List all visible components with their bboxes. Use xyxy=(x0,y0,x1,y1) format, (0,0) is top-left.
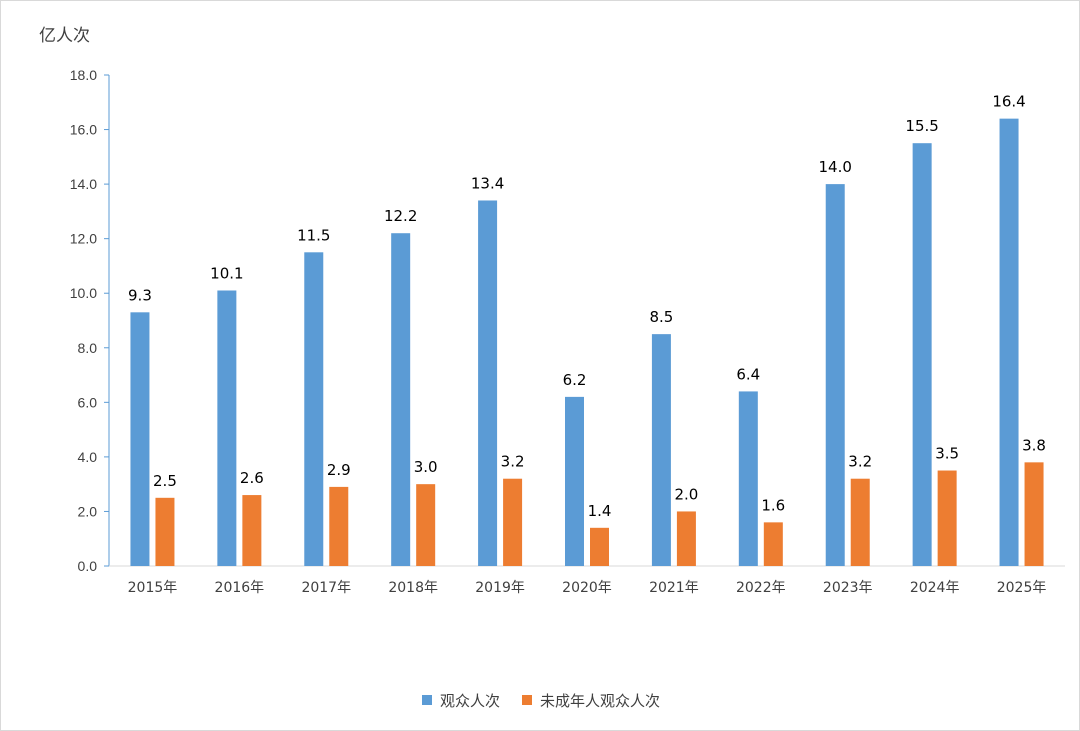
labels: 9.3 2.5 2015年 10.1 2.6 2016年 11.5 2.9 2017年 12.2 3… xyxy=(128,93,1047,596)
data-label: 2.6 xyxy=(240,469,264,487)
y-tick-label: 10.0 xyxy=(70,285,97,301)
data-label: 3.2 xyxy=(848,453,872,471)
y-tick-label: 14.0 xyxy=(70,176,97,192)
legend: 观众人次 未成年人观众人次 xyxy=(1,689,1080,711)
x-category-label: 2025年 xyxy=(997,580,1047,596)
x-category-label: 2017年 xyxy=(301,580,351,596)
bar-series-1 xyxy=(304,252,324,567)
data-label: 6.4 xyxy=(736,365,760,383)
x-category-label: 2016年 xyxy=(215,580,265,596)
bar-series-2 xyxy=(676,511,696,566)
x-category-label: 2024年 xyxy=(910,580,960,596)
bar-series-1 xyxy=(391,233,411,566)
x-category-label: 2019年 xyxy=(475,580,525,596)
legend-label-series-1: 观众人次 xyxy=(439,691,500,710)
bar-series-2 xyxy=(590,527,609,566)
bar-series-2 xyxy=(1024,462,1044,566)
x-category-label: 2018年 xyxy=(388,580,438,596)
x-category-label: 2021年 xyxy=(649,580,699,596)
legend-label-series-2: 未成年人观众人次 xyxy=(540,691,661,710)
data-label: 1.4 xyxy=(588,502,612,520)
y-tick-label: 8.0 xyxy=(78,340,98,356)
bar-series-2 xyxy=(937,470,957,566)
data-label: 9.3 xyxy=(128,286,152,304)
bar-series-2 xyxy=(503,478,523,566)
bar-series-2 xyxy=(329,486,349,566)
bar-series-2 xyxy=(155,497,175,566)
data-label: 11.5 xyxy=(297,226,330,244)
data-label: 3.0 xyxy=(414,458,438,476)
y-tick-label: 6.0 xyxy=(78,394,98,410)
data-label: 15.5 xyxy=(905,117,938,135)
data-label: 6.2 xyxy=(563,371,587,389)
bar-series-2 xyxy=(850,478,870,566)
data-label: 1.6 xyxy=(761,496,785,514)
bar-series-1 xyxy=(999,118,1019,567)
y-unit-label: 亿人次 xyxy=(39,26,90,46)
y-tick-label: 18.0 xyxy=(70,67,97,83)
data-label: 8.5 xyxy=(649,308,673,326)
data-label: 3.2 xyxy=(501,453,525,471)
x-category-label: 2020年 xyxy=(562,580,612,596)
x-category-label: 2015年 xyxy=(128,580,178,596)
y-tick-label: 0.0 xyxy=(78,558,98,574)
bar-series-2 xyxy=(416,484,436,566)
bar-series-1 xyxy=(912,143,932,566)
y-tick-label: 16.0 xyxy=(70,122,97,138)
legend-item-series-1: 观众人次 xyxy=(421,690,500,711)
bar-series-1 xyxy=(478,200,498,566)
bar-series-1 xyxy=(217,290,237,566)
data-label: 3.8 xyxy=(1022,436,1046,454)
y-tick-label: 2.0 xyxy=(78,503,98,519)
y-tick-label: 4.0 xyxy=(78,449,98,465)
bar-series-1 xyxy=(651,334,671,566)
legend-swatch-series-2 xyxy=(522,695,532,705)
x-category-label: 2023年 xyxy=(823,580,873,596)
data-label: 2.9 xyxy=(327,461,351,479)
data-label: 3.5 xyxy=(935,445,959,463)
y-tick-label: 12.0 xyxy=(70,231,97,247)
data-label: 13.4 xyxy=(471,174,504,192)
data-label: 2.0 xyxy=(674,485,698,503)
data-label: 12.2 xyxy=(384,207,417,225)
data-label: 14.0 xyxy=(819,158,852,176)
axes: 0.0 2.0 4.0 6.0 8.0 10.0 12.0 14.0 16.0 18.0 xyxy=(70,67,1065,574)
x-category-label: 2022年 xyxy=(736,580,786,596)
bar-series-1 xyxy=(738,391,758,566)
legend-swatch-series-1 xyxy=(421,695,432,705)
bar-series-2 xyxy=(242,495,262,566)
data-label: 10.1 xyxy=(210,264,243,282)
legend-item-series-2: 未成年人观众人次 xyxy=(522,690,660,711)
bar-series-1 xyxy=(825,184,845,566)
data-label: 16.4 xyxy=(992,93,1025,111)
bar-series-1 xyxy=(130,312,150,566)
bar-series-1 xyxy=(565,396,584,566)
bars xyxy=(130,118,1044,567)
data-label: 2.5 xyxy=(153,472,177,490)
bar-series-2 xyxy=(763,522,783,566)
